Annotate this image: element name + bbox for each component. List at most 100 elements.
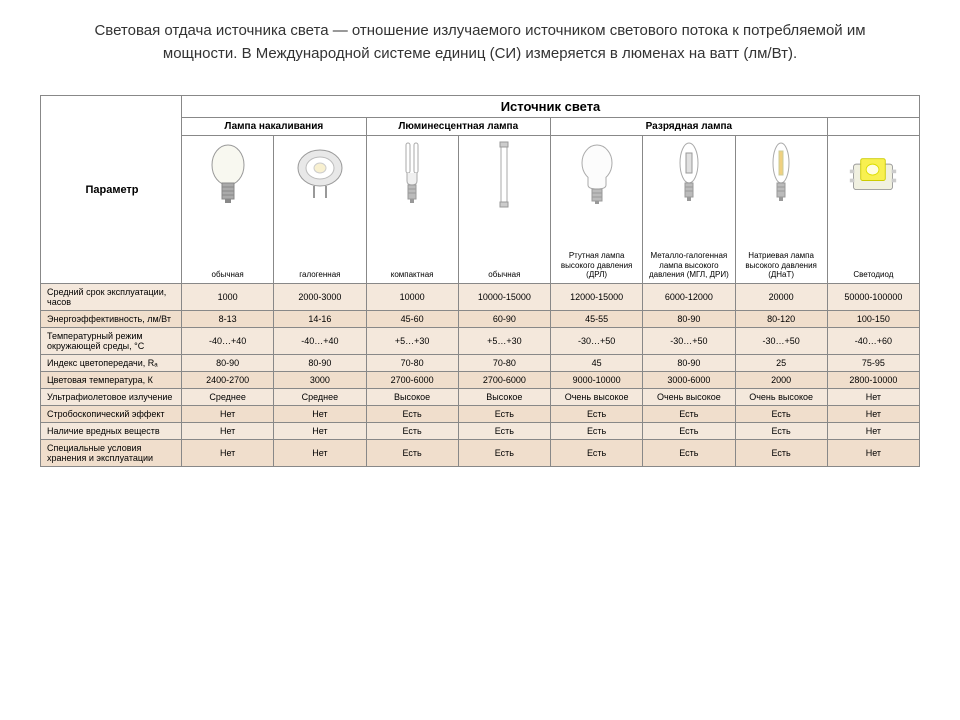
table-row: Стробоскопический эффектНетНетЕстьЕстьЕс… (41, 406, 920, 423)
cell-value: Очень высокое (551, 389, 643, 406)
cell-value: Нет (182, 423, 274, 440)
cell-value: -40…+40 (274, 328, 366, 355)
col-mgl: Металло-галогенная лампа высокого давлен… (643, 136, 735, 284)
col-led: Светодиод (827, 136, 919, 284)
row-label: Средний срок эксплуатации, часов (41, 284, 182, 311)
cell-value: Есть (458, 440, 550, 467)
bulb-halogen-icon (295, 140, 345, 210)
col-label: обычная (488, 270, 520, 280)
col-label: Светодиод (853, 270, 893, 280)
cell-value: -40…+40 (182, 328, 274, 355)
cell-value: Есть (735, 440, 827, 467)
cell-value: +5…+30 (458, 328, 550, 355)
row-label: Ультрафиолетовое излучение (41, 389, 182, 406)
col-drl: Ртутная лампа высокого давления (ДРЛ) (551, 136, 643, 284)
cell-value: Есть (458, 423, 550, 440)
cell-value: Среднее (274, 389, 366, 406)
col-label: Металло-галогенная лампа высокого давлен… (647, 251, 730, 280)
cell-value: Есть (735, 406, 827, 423)
cell-value: Есть (735, 423, 827, 440)
cell-value: Есть (366, 406, 458, 423)
row-label: Специальные условия хранения и эксплуата… (41, 440, 182, 467)
cell-value: 60-90 (458, 311, 550, 328)
cell-value: Нет (274, 406, 366, 423)
bulb-tube-icon (479, 140, 529, 210)
cell-value: 80-120 (735, 311, 827, 328)
cell-value: 80-90 (182, 355, 274, 372)
bulb-mgl-icon (664, 140, 714, 210)
cell-value: Нет (827, 389, 919, 406)
cell-value: 2000-3000 (274, 284, 366, 311)
cell-value: Очень высокое (735, 389, 827, 406)
page-description: Световая отдача источника света — отноше… (40, 20, 920, 65)
cell-value: Есть (643, 406, 735, 423)
group-fluorescent: Люминесцентная лампа (366, 118, 551, 136)
cell-value: 2000 (735, 372, 827, 389)
group-incandescent: Лампа накаливания (182, 118, 367, 136)
cell-value: 75-95 (827, 355, 919, 372)
cell-value: Есть (551, 406, 643, 423)
cell-value: 1000 (182, 284, 274, 311)
col-halogen: галогенная (274, 136, 366, 284)
table-row: Энергоэффективность, лм/Вт8-1314-1645-60… (41, 311, 920, 328)
cell-value: Нет (827, 406, 919, 423)
cell-value: 70-80 (458, 355, 550, 372)
cell-value: 10000 (366, 284, 458, 311)
bulb-cfl-icon (387, 140, 437, 210)
cell-value: Высокое (366, 389, 458, 406)
col-label: галогенная (299, 270, 340, 280)
cell-value: Есть (366, 440, 458, 467)
cell-value: 2700-6000 (458, 372, 550, 389)
cell-value: Есть (366, 423, 458, 440)
param-header: Параметр (41, 96, 182, 284)
col-tube: обычная (458, 136, 550, 284)
cell-value: Есть (643, 423, 735, 440)
cell-value: Нет (182, 406, 274, 423)
cell-value: Среднее (182, 389, 274, 406)
table-row: Ультрафиолетовое излучениеСреднееСреднее… (41, 389, 920, 406)
bulb-incandescent-icon (203, 140, 253, 210)
cell-value: 14-16 (274, 311, 366, 328)
row-label: Энергоэффективность, лм/Вт (41, 311, 182, 328)
cell-value: Есть (551, 440, 643, 467)
table-row: Температурный режим окружающей среды, °C… (41, 328, 920, 355)
col-cfl: компактная (366, 136, 458, 284)
cell-value: Высокое (458, 389, 550, 406)
row-label: Температурный режим окружающей среды, °C (41, 328, 182, 355)
cell-value: 45-60 (366, 311, 458, 328)
cell-value: -30…+50 (551, 328, 643, 355)
cell-value: 45 (551, 355, 643, 372)
cell-value: 3000-6000 (643, 372, 735, 389)
table-row: Цветовая температура, К2400-270030002700… (41, 372, 920, 389)
cell-value: Очень высокое (643, 389, 735, 406)
cell-value: Есть (458, 406, 550, 423)
cell-value: 3000 (274, 372, 366, 389)
row-label: Индекс цветопередачи, Rₐ (41, 355, 182, 372)
col-dnat: Натриевая лампа высокого давления (ДНаТ) (735, 136, 827, 284)
cell-value: 12000-15000 (551, 284, 643, 311)
cell-value: Нет (274, 440, 366, 467)
cell-value: 20000 (735, 284, 827, 311)
row-label: Стробоскопический эффект (41, 406, 182, 423)
group-led (827, 118, 919, 136)
cell-value: 2400-2700 (182, 372, 274, 389)
col-label: обычная (212, 270, 244, 280)
cell-value: Нет (182, 440, 274, 467)
cell-value: 45-55 (551, 311, 643, 328)
col-incandescent: обычная (182, 136, 274, 284)
table-row: Наличие вредных веществНетНетЕстьЕстьЕст… (41, 423, 920, 440)
cell-value: 6000-12000 (643, 284, 735, 311)
table-row: Специальные условия хранения и эксплуата… (41, 440, 920, 467)
cell-value: +5…+30 (366, 328, 458, 355)
cell-value: -30…+50 (643, 328, 735, 355)
group-discharge: Разрядная лампа (551, 118, 828, 136)
col-label: Ртутная лампа высокого давления (ДРЛ) (555, 251, 638, 280)
bulb-drl-icon (572, 140, 622, 210)
comparison-table: Параметр Источник света Лампа накаливани… (40, 95, 920, 467)
cell-value: -40…+60 (827, 328, 919, 355)
cell-value: 25 (735, 355, 827, 372)
row-label: Наличие вредных веществ (41, 423, 182, 440)
cell-value: -30…+50 (735, 328, 827, 355)
cell-value: Есть (643, 440, 735, 467)
cell-value: 10000-15000 (458, 284, 550, 311)
